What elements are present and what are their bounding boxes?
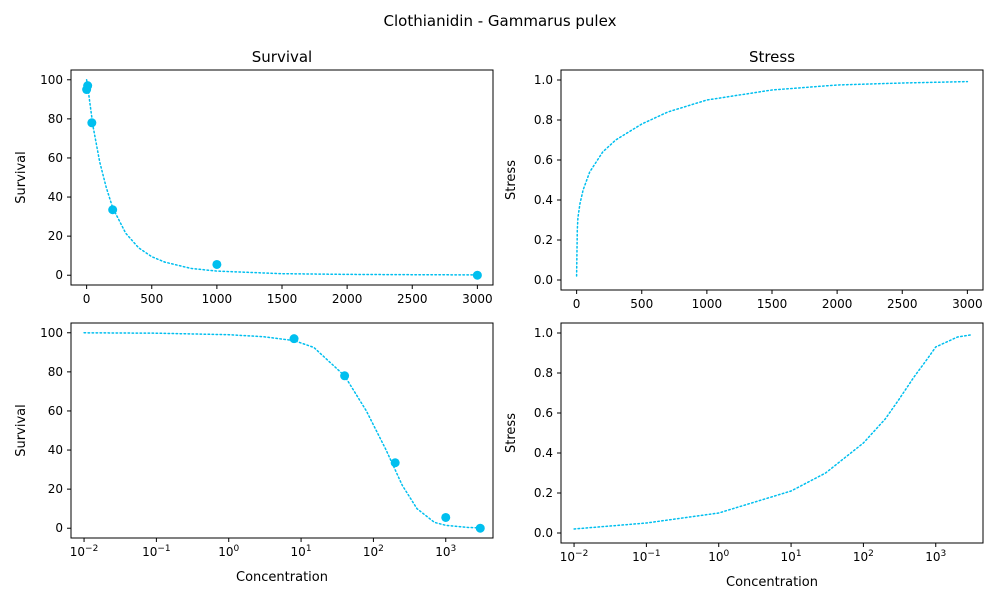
bottom-right-ytick-label: 0.8	[534, 366, 553, 380]
top-right-xtick-label: 1500	[757, 297, 788, 311]
bottom-right-ylabel: Stress	[504, 413, 519, 453]
top-left-fit-curve	[85, 79, 479, 276]
bottom-left-data-point	[340, 371, 350, 381]
top-right-xtick-label: 500	[630, 297, 653, 311]
bottom-right-xtick-label: 103	[925, 549, 946, 564]
bottom-left-xtick-label: 100	[218, 544, 239, 559]
bottom-right-fit-curve	[573, 334, 972, 530]
top-right-ytick-label: 0.4	[534, 193, 553, 207]
bottom-left-axes-frame	[70, 322, 494, 539]
bottom-left-ytick-label: 40	[48, 443, 63, 457]
top-right-ytick-label: 0.6	[534, 153, 553, 167]
top-left-ytick-label: 80	[48, 112, 63, 126]
top-left-xtick-label: 2500	[397, 292, 428, 306]
bottom-right-xtick-label: 101	[781, 549, 802, 564]
bottom-left-xtick-label: 10−2	[70, 544, 99, 559]
top-right-ylabel: Stress	[504, 160, 519, 200]
figure-title: Clothianidin - Gammarus pulex	[384, 12, 617, 30]
top-right-xtick-label: 1000	[692, 297, 723, 311]
bottom-right-xtick-label: 10−1	[632, 549, 661, 564]
bottom-right-ytick-label: 0.2	[534, 486, 553, 500]
bottom-right-ytick-label: 1.0	[534, 326, 553, 340]
top-left-xtick-label: 500	[140, 292, 163, 306]
top-right-ytick-label: 0.2	[534, 233, 553, 247]
top-right-fit-curve	[575, 80, 969, 277]
top-right-axes-frame	[560, 69, 984, 291]
top-right-title: Stress	[749, 48, 795, 66]
bottom-left-xtick-label: 102	[363, 544, 384, 559]
bottom-right-xlabel: Concentration	[726, 575, 818, 590]
top-left-axes-frame	[70, 69, 494, 286]
top-left-panel: Survival 0 500 1000 1500 2000 2500 3000 0 20 40 60 8…	[14, 48, 494, 306]
bottom-left-xtick-label: 103	[435, 544, 456, 559]
top-right-xtick-label: 2500	[887, 297, 918, 311]
bottom-left-ytick-label: 60	[48, 404, 63, 418]
bottom-left-data-point	[289, 334, 299, 344]
top-left-xtick-label: 2000	[332, 292, 363, 306]
top-right-xtick-label: 0	[573, 297, 581, 311]
bottom-left-ytick-label: 80	[48, 365, 63, 379]
bottom-left-data-point	[475, 523, 485, 533]
top-right-panel: Stress 0 500 1000 1500 2000 2500 3000 0.0 0.2 0.4 0…	[504, 48, 984, 311]
top-right-xtick-label: 2000	[822, 297, 853, 311]
top-right-xtick-label: 3000	[952, 297, 983, 311]
bottom-left-panel: 10−2 10−1 100 101 102 103 0 20 40 60 80 100 Survival…	[14, 322, 494, 585]
bottom-right-ytick-label: 0.6	[534, 406, 553, 420]
top-left-data-point	[472, 270, 482, 280]
top-left-xtick-label: 1000	[202, 292, 233, 306]
bottom-right-ytick-label: 0.0	[534, 526, 553, 540]
bottom-left-fit-curve	[83, 332, 482, 529]
top-left-data-point	[87, 118, 97, 128]
bottom-left-ytick-label: 100	[40, 326, 63, 340]
top-right-ytick-label: 1.0	[534, 73, 553, 87]
top-left-data-point	[83, 81, 93, 91]
top-left-data-point	[212, 259, 222, 269]
bottom-right-xtick-label: 10−2	[560, 549, 589, 564]
top-left-ytick-label: 40	[48, 190, 63, 204]
bottom-right-panel: 10−2 10−1 100 101 102 103 0.0 0.2 0.4 0.6 0.8 1.0 St…	[504, 322, 984, 590]
bottom-left-ytick-label: 20	[48, 482, 63, 496]
bottom-right-axes-frame	[560, 322, 984, 544]
bottom-left-xtick-label: 10−1	[142, 544, 171, 559]
top-left-ylabel: Survival	[14, 151, 29, 203]
top-right-ytick-label: 0.0	[534, 273, 553, 287]
bottom-right-ytick-label: 0.4	[534, 446, 553, 460]
top-left-title: Survival	[252, 48, 312, 66]
bottom-left-ylabel: Survival	[14, 404, 29, 456]
top-left-xtick-label: 1500	[267, 292, 298, 306]
top-left-xtick-label: 3000	[462, 292, 493, 306]
top-left-data-point	[108, 205, 118, 215]
bottom-left-xlabel: Concentration	[236, 570, 328, 585]
bottom-left-xtick-label: 101	[291, 544, 312, 559]
bottom-left-data-point	[390, 458, 400, 468]
top-left-ytick-label: 20	[48, 229, 63, 243]
top-left-ytick-label: 60	[48, 151, 63, 165]
bottom-left-ytick-label: 0	[55, 521, 63, 535]
top-right-ytick-label: 0.8	[534, 113, 553, 127]
bottom-right-xtick-label: 100	[708, 549, 729, 564]
top-left-ytick-label: 100	[40, 73, 63, 87]
top-left-xtick-label: 0	[83, 292, 91, 306]
bottom-right-xtick-label: 102	[853, 549, 874, 564]
bottom-left-data-point	[441, 512, 451, 522]
top-left-ytick-label: 0	[55, 268, 63, 282]
